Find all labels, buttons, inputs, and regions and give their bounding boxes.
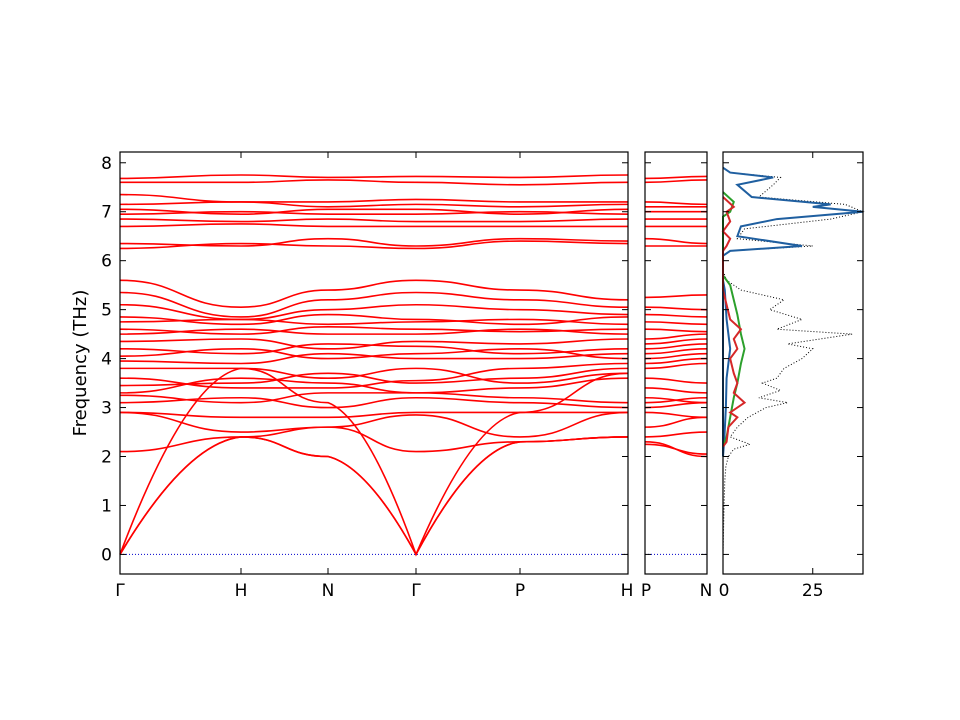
optical-band [119, 325, 629, 335]
optical-band [644, 333, 708, 340]
y-tick-label: 4 [101, 350, 112, 370]
optical-band [119, 279, 629, 308]
y-tick-label: 2 [101, 448, 112, 468]
dos-curve [721, 196, 747, 448]
optical-band [644, 201, 708, 206]
phonon-bands-2 [644, 175, 708, 555]
optical-band [119, 318, 629, 326]
dos-curves [721, 166, 865, 555]
optical-band [119, 338, 629, 350]
optical-band [644, 338, 708, 345]
optical-band [119, 174, 629, 180]
optical-band [120, 179, 629, 186]
optical-band [119, 223, 628, 228]
optical-band [119, 240, 629, 250]
y-axis-label: Frequency (THz) [70, 290, 91, 437]
optical-band [644, 362, 708, 370]
optical-band [119, 348, 629, 360]
y-axis-ticks: 0 1 2 3 4 5 6 7 8 [101, 154, 628, 565]
band-panel-frame [119, 151, 629, 575]
optical-band [119, 362, 629, 389]
band-structure-panel: 0 1 2 3 4 5 6 7 8 Γ H N Γ P H Frequency (THz) [70, 151, 633, 601]
x-tick-label: H [621, 581, 634, 601]
optical-band [644, 179, 708, 184]
optical-band [119, 303, 629, 321]
optical-band [644, 306, 708, 311]
y-tick-label: 5 [101, 301, 112, 321]
phonon-bands [119, 174, 629, 557]
optical-band [119, 210, 629, 215]
optical-band [644, 348, 708, 355]
optical-band [644, 396, 708, 404]
optical-band [644, 294, 708, 299]
dos-x-ticks: 0 25 [719, 152, 863, 601]
y-tick-label: 0 [101, 545, 112, 565]
optical-band [119, 426, 629, 453]
dos-panel-frame [722, 151, 864, 575]
optical-band [644, 357, 708, 365]
optical-band [644, 321, 708, 326]
x-tick-label: Γ [411, 581, 421, 601]
x-tick-label: N [700, 581, 713, 601]
y-tick-label: 6 [101, 252, 112, 272]
y-tick-label: 8 [101, 154, 112, 174]
optical-band [119, 201, 629, 208]
dos-x-tick-label: 25 [802, 581, 824, 601]
x-tick-label: P [515, 581, 525, 601]
optical-band [119, 411, 629, 438]
optical-band [119, 392, 629, 404]
optical-band [644, 443, 708, 455]
x-tick-label: P [641, 581, 651, 601]
dos-panel: 0 25 [719, 151, 865, 601]
optical-band [644, 313, 708, 318]
y-tick-label: 7 [101, 203, 112, 223]
x-tick-label: Γ [115, 581, 125, 601]
dos-curve [722, 166, 864, 457]
optical-band [644, 175, 708, 180]
optical-band [119, 313, 629, 326]
optical-band [644, 411, 708, 419]
optical-band [119, 328, 629, 335]
y-tick-label: 3 [101, 399, 112, 419]
optical-band [119, 193, 628, 203]
optical-band [119, 396, 629, 409]
optical-band [644, 387, 708, 394]
dos-curve [722, 167, 865, 555]
optical-band [119, 291, 629, 318]
x-tick-label: N [322, 581, 335, 601]
dos-x-tick-label: 0 [719, 581, 730, 601]
optical-band [119, 411, 628, 419]
y-tick-label: 1 [101, 496, 112, 516]
optical-band [119, 218, 629, 223]
optical-band [119, 367, 629, 387]
optical-band [644, 237, 708, 245]
x-tick-label: H [235, 581, 248, 601]
optical-band [644, 328, 708, 333]
optical-band [120, 367, 629, 384]
optical-band [644, 377, 708, 384]
optical-band [644, 352, 708, 360]
optical-band [119, 377, 629, 394]
optical-band [644, 343, 708, 350]
optical-band [119, 237, 629, 247]
band-panel-2-frame [644, 151, 708, 575]
optical-band [119, 208, 629, 215]
optical-band [644, 431, 708, 438]
